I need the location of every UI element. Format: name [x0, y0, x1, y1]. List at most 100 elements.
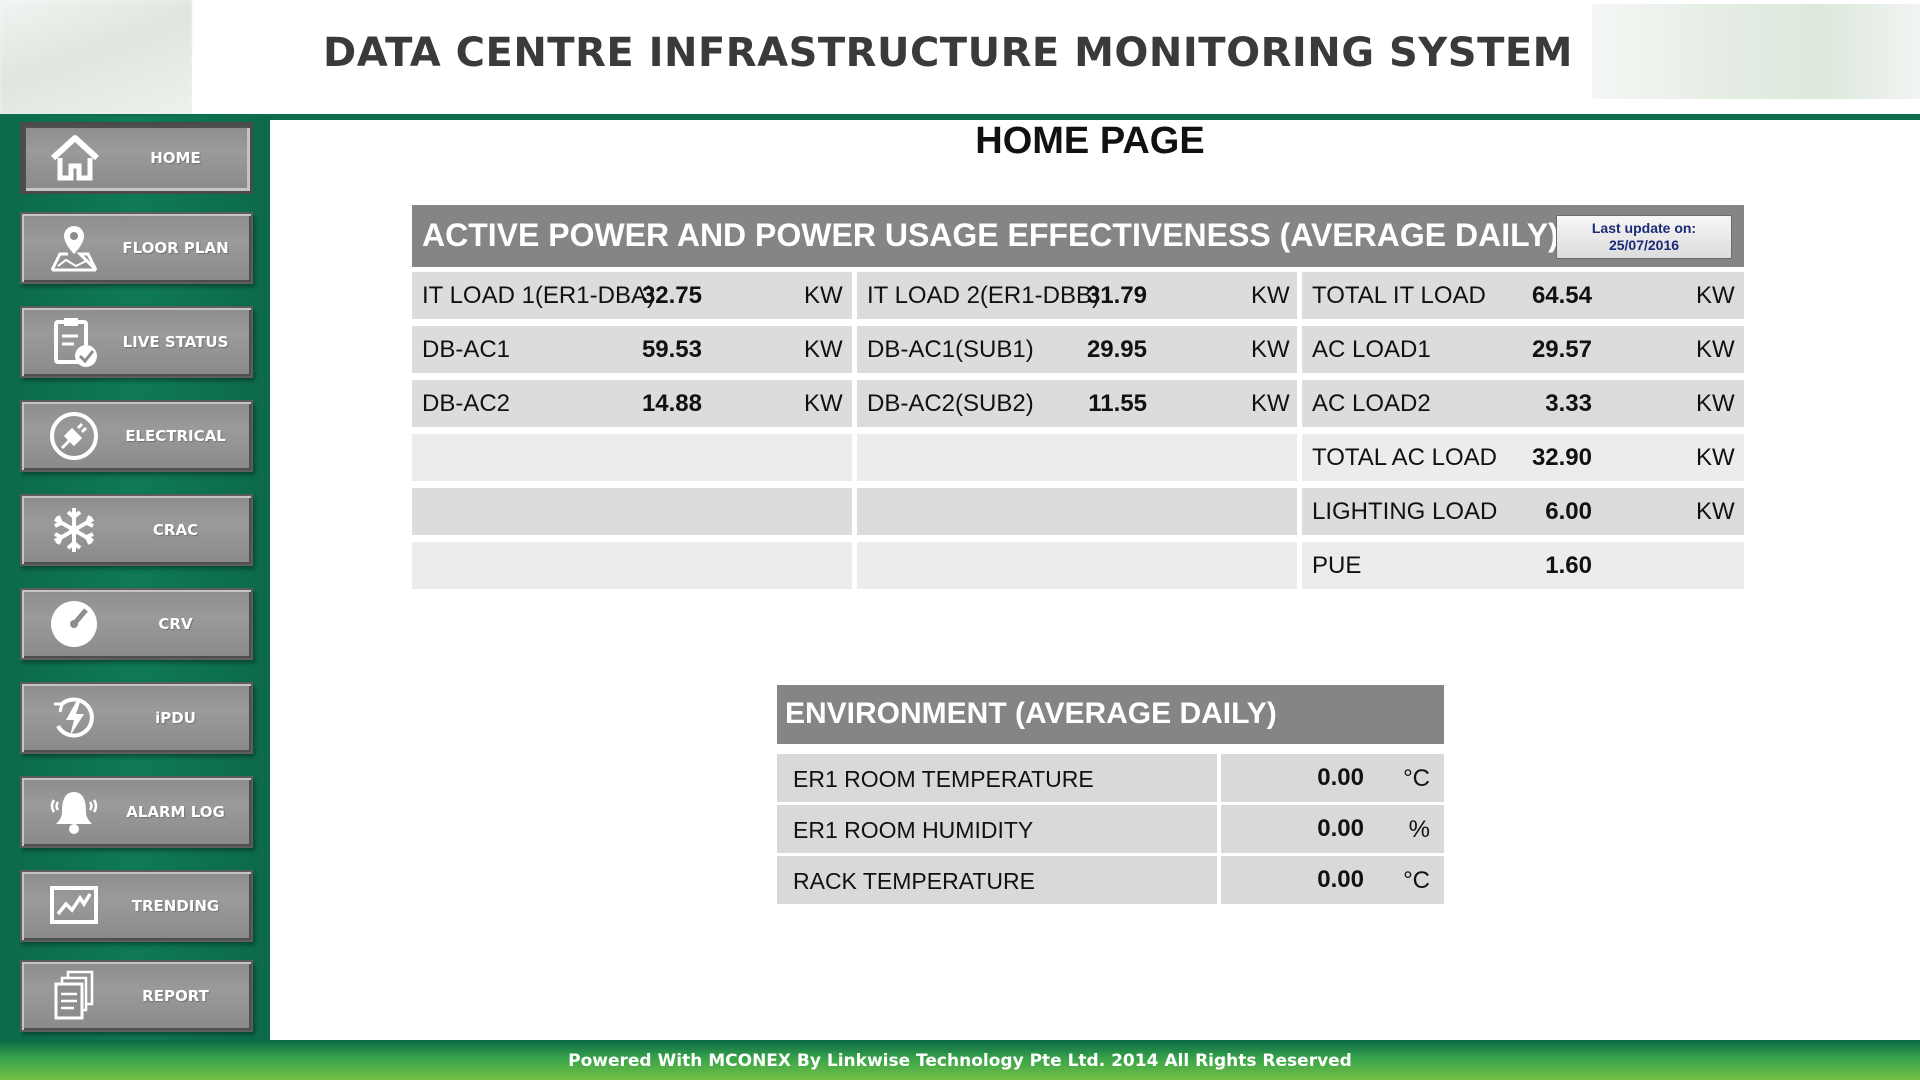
environment-panel-title: ENVIRONMENT (AVERAGE DAILY) — [785, 697, 1277, 730]
power-cell-label: TOTAL AC LOAD — [1312, 444, 1497, 471]
power-cell: LIGHTING LOAD 6.00 KW — [1302, 488, 1744, 535]
power-cell-label: DB-AC1(SUB1) — [867, 336, 1034, 363]
plug-icon — [40, 407, 108, 465]
env-label: ER1 ROOM HUMIDITY — [793, 817, 1034, 843]
nav-report-label: REPORT — [142, 987, 209, 1005]
power-cell-unit: KW — [804, 390, 843, 417]
power-cell-value: 29.57 — [1531, 336, 1592, 363]
nav-crac-label: CRAC — [152, 521, 199, 539]
env-value-cell: 0.00 % — [1221, 805, 1444, 853]
power-cell-value: 32.75 — [641, 282, 702, 309]
power-cell: TOTAL AC LOAD 32.90 KW — [1302, 434, 1744, 481]
nav-floor-plan-label: FLOOR PLAN — [122, 239, 229, 257]
power-cell-unit: KW — [1251, 336, 1290, 363]
power-cell-unit: KW — [804, 336, 843, 363]
power-cell-label: AC LOAD1 — [1312, 336, 1431, 363]
power-cell-unit: KW — [1251, 390, 1290, 417]
power-cell-value: 3.33 — [1545, 390, 1592, 417]
power-cell-unit: KW — [1696, 282, 1735, 309]
power-cell-unit: KW — [1696, 444, 1735, 471]
nav-live-status-label: LIVE STATUS — [122, 333, 229, 351]
power-cell: DB-AC2 14.88 KW — [412, 380, 852, 427]
power-cell-label: TOTAL IT LOAD — [1312, 282, 1486, 309]
power-panel-header: ACTIVE POWER AND POWER USAGE EFFECTIVENE… — [412, 205, 1744, 267]
power-bolt-icon — [40, 689, 108, 747]
clipboard-check-icon — [40, 313, 108, 371]
nav-ipdu-label: iPDU — [155, 709, 196, 727]
power-cell-label: AC LOAD2 — [1312, 390, 1431, 417]
nav-home-label: HOME — [150, 149, 201, 167]
env-unit: °C — [1403, 867, 1430, 894]
env-label-cell: ER1 ROOM HUMIDITY — [777, 805, 1217, 853]
nav-crv-label: CRV — [158, 615, 193, 633]
gauge-icon — [40, 595, 108, 653]
nav-crac-button[interactable]: CRAC — [20, 494, 253, 566]
power-cell-empty — [857, 542, 1297, 589]
power-cell-empty — [412, 434, 852, 481]
nav-alarm-log-button[interactable]: ALARM LOG — [20, 776, 253, 848]
power-cell: AC LOAD1 29.57 KW — [1302, 326, 1744, 373]
power-cell-unit: KW — [1696, 390, 1735, 417]
power-cell-empty — [857, 434, 1297, 481]
nav-trending-button[interactable]: TRENDING — [20, 870, 253, 942]
sidebar: HOME FLOOR PLAN LIVE STATUS ELECTRICAL C… — [0, 116, 270, 1040]
env-value: 0.00 — [1317, 866, 1364, 893]
page-title: HOME PAGE — [975, 120, 1205, 162]
trend-chart-icon — [40, 877, 108, 935]
snowflake-icon — [40, 501, 108, 559]
env-value-cell: 0.00 °C — [1221, 856, 1444, 904]
power-panel-title: ACTIVE POWER AND POWER USAGE EFFECTIVENE… — [422, 217, 1559, 253]
last-update-box: Last update on: 25/07/2016 — [1556, 215, 1732, 259]
app-title: DATA CENTRE INFRASTRUCTURE MONITORING SY… — [323, 30, 1573, 76]
power-cell-value: 31.79 — [1086, 282, 1147, 309]
power-cell-value: 64.54 — [1531, 282, 1592, 309]
power-cell-label: PUE — [1312, 552, 1362, 579]
company-logo-right — [1592, 4, 1920, 99]
power-cell-value: 59.53 — [641, 336, 702, 363]
power-cell-label: DB-AC2(SUB2) — [867, 390, 1034, 417]
env-value-cell: 0.00 °C — [1221, 754, 1444, 802]
env-label-cell: RACK TEMPERATURE — [777, 856, 1217, 904]
power-cell: DB-AC1(SUB1) 29.95 KW — [857, 326, 1297, 373]
power-cell-empty — [412, 542, 852, 589]
power-cell: AC LOAD2 3.33 KW — [1302, 380, 1744, 427]
nav-report-button[interactable]: REPORT — [20, 960, 253, 1032]
nav-floor-plan-button[interactable]: FLOOR PLAN — [20, 212, 253, 284]
document-icon — [40, 967, 108, 1025]
nav-ipdu-button[interactable]: iPDU — [20, 682, 253, 754]
power-cell-value: 29.95 — [1086, 336, 1147, 363]
nav-trending-label: TRENDING — [131, 897, 220, 915]
home-icon — [41, 129, 109, 187]
power-cell-value: 1.60 — [1545, 552, 1592, 579]
env-label: RACK TEMPERATURE — [793, 868, 1035, 894]
nav-live-status-button[interactable]: LIVE STATUS — [20, 306, 253, 378]
power-cell-label: IT LOAD 1(ER1-DBA) — [422, 282, 655, 309]
nav-electrical-label: ELECTRICAL — [125, 427, 226, 445]
company-logo-left — [0, 0, 192, 116]
footer-copyright: Powered With MCONEX By Linkwise Technolo… — [0, 1040, 1920, 1080]
env-value: 0.00 — [1317, 815, 1364, 842]
nav-crv-button[interactable]: CRV — [20, 588, 253, 660]
power-cell-label: LIGHTING LOAD — [1312, 498, 1498, 525]
last-update-label: Last update on: — [1591, 220, 1697, 236]
nav-home-button[interactable]: HOME — [20, 122, 253, 194]
power-cell: IT LOAD 2(ER1-DBB) 31.79 KW — [857, 272, 1297, 319]
power-cell: PUE 1.60 — [1302, 542, 1744, 589]
power-cell-unit: KW — [1251, 282, 1290, 309]
power-cell-unit: KW — [804, 282, 843, 309]
environment-panel-header: ENVIRONMENT (AVERAGE DAILY) — [777, 685, 1444, 744]
power-cell-value: 11.55 — [1088, 390, 1147, 417]
power-cell: TOTAL IT LOAD 64.54 KW — [1302, 272, 1744, 319]
power-cell: DB-AC1 59.53 KW — [412, 326, 852, 373]
power-cell-value: 6.00 — [1545, 498, 1592, 525]
header-divider — [0, 114, 1920, 120]
power-cell-unit: KW — [1696, 498, 1735, 525]
env-label-cell: ER1 ROOM TEMPERATURE — [777, 754, 1217, 802]
map-pin-icon — [40, 219, 108, 277]
nav-alarm-log-label: ALARM LOG — [126, 803, 225, 821]
env-label: ER1 ROOM TEMPERATURE — [793, 766, 1094, 792]
nav-electrical-button[interactable]: ELECTRICAL — [20, 400, 253, 472]
power-cell-label: DB-AC1 — [422, 336, 511, 363]
power-cell-unit: KW — [1696, 336, 1735, 363]
power-cell: IT LOAD 1(ER1-DBA) 32.75 KW — [412, 272, 852, 319]
